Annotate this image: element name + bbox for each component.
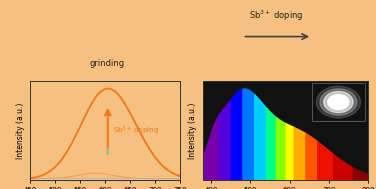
Circle shape (328, 94, 349, 110)
Text: grinding: grinding (89, 59, 125, 68)
Circle shape (320, 89, 357, 115)
Text: Sb$^{3+}$ doping: Sb$^{3+}$ doping (249, 9, 304, 23)
Circle shape (324, 91, 353, 113)
Y-axis label: Intensity (a.u.): Intensity (a.u.) (15, 102, 24, 159)
Y-axis label: Intensity (a.u.): Intensity (a.u.) (188, 102, 197, 159)
Text: Sb$^{3+}$ doping: Sb$^{3+}$ doping (113, 125, 159, 137)
Circle shape (316, 86, 361, 118)
